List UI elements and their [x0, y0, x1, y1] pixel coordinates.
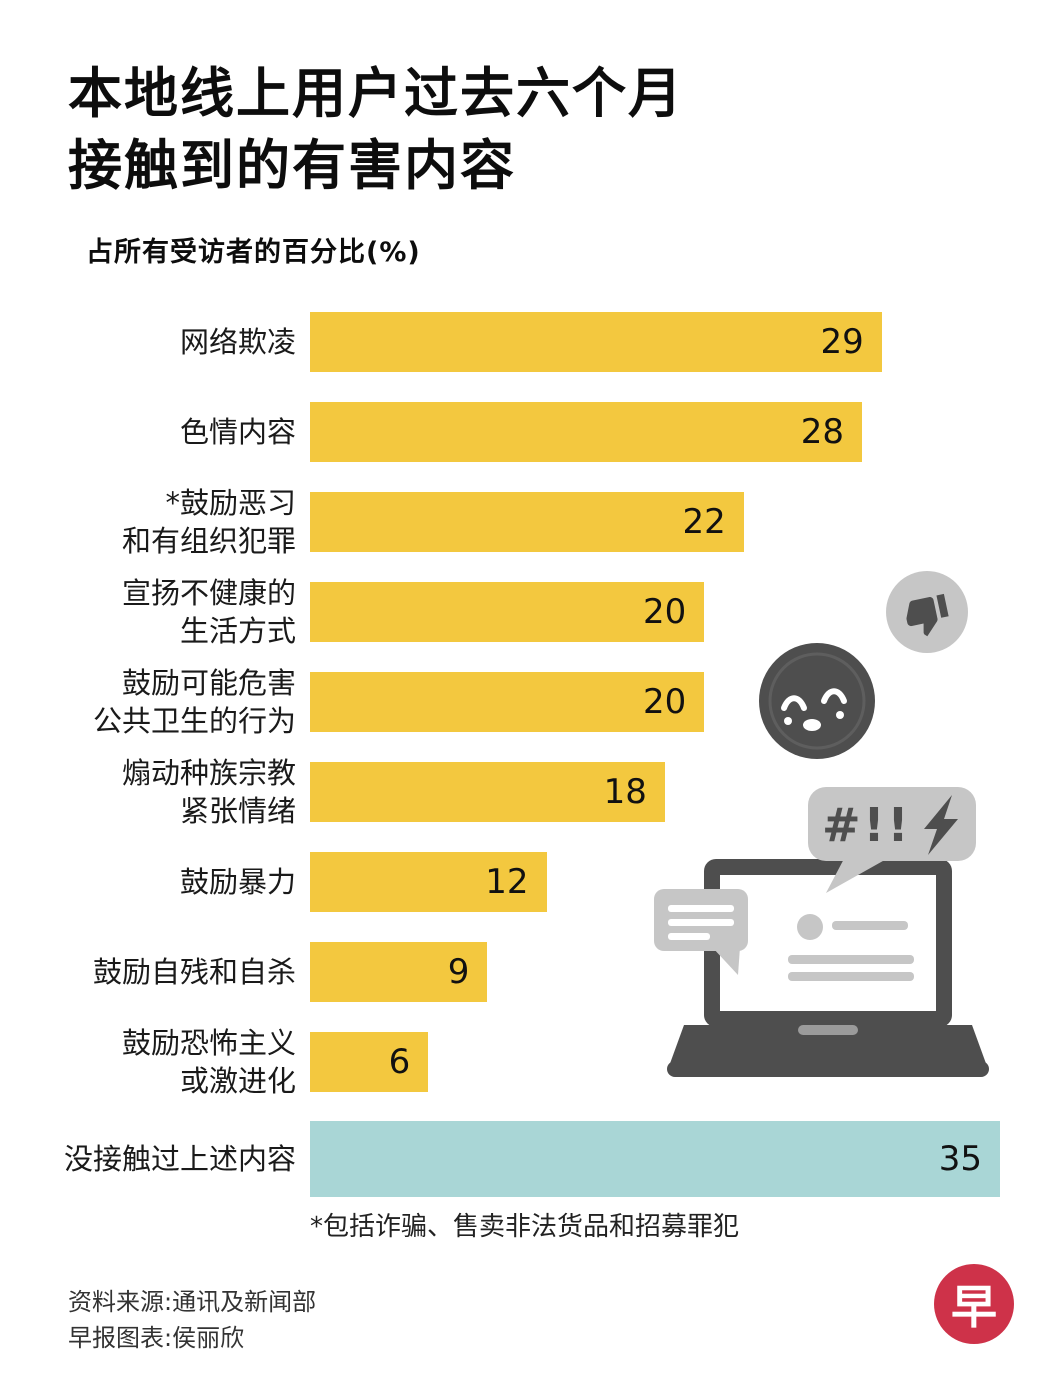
bar: 28 — [310, 402, 862, 462]
bar-row: 鼓励自残和自杀 9 — [42, 927, 1000, 1017]
bar-track: 20 — [310, 582, 1000, 642]
bar-row: 没接触过上述内容 35 — [42, 1107, 1000, 1211]
bar-chart: 网络欺凌 29 色情内容 28 *鼓励恶习 和有组织犯罪 22 宣扬不健康的 生活方式 20 鼓… — [42, 297, 1000, 1211]
bar: 12 — [310, 852, 547, 912]
bar-value: 6 — [388, 1042, 411, 1082]
bar-track: 35 — [310, 1121, 1000, 1197]
bar-row: 鼓励暴力 12 — [42, 837, 1000, 927]
bar: 18 — [310, 762, 665, 822]
bar-track: 28 — [310, 402, 1000, 462]
bar-label: 鼓励暴力 — [179, 864, 296, 899]
bar-label: *鼓励恶习 和有组织犯罪 — [121, 485, 296, 558]
bar: 22 — [310, 492, 744, 552]
bar-value: 22 — [682, 502, 726, 542]
bar-row: 网络欺凌 29 — [42, 297, 1000, 387]
bar-row: 鼓励恐怖主义 或激进化 6 — [42, 1017, 1000, 1107]
bar-label: 鼓励自残和自杀 — [92, 954, 296, 989]
bar: 20 — [310, 672, 705, 732]
logo-glyph: 早 — [951, 1280, 997, 1334]
bar-track: 22 — [310, 492, 1000, 552]
bar-track: 12 — [310, 852, 1000, 912]
footnote: *包括诈骗、售卖非法货品和招募罪犯 — [310, 1212, 740, 1242]
bar-track: 6 — [310, 1032, 1000, 1092]
source-credits: 资料来源:通讯及新闻部 早报图表:侯丽欣 — [68, 1288, 317, 1352]
bar-value: 35 — [938, 1139, 982, 1179]
bar-label: 没接触过上述内容 — [63, 1141, 296, 1176]
bar-label: 宣扬不健康的 生活方式 — [121, 575, 296, 648]
bar-row: *鼓励恶习 和有组织犯罪 22 — [42, 477, 1000, 567]
bar-value: 29 — [820, 322, 864, 362]
bar-label: 网络欺凌 — [179, 324, 296, 359]
bar-row: 色情内容 28 — [42, 387, 1000, 477]
chart-title: 本地线上用户过去六个月 接触到的有害内容 — [68, 62, 684, 197]
bar: 29 — [310, 312, 882, 372]
bar-track: 18 — [310, 762, 1000, 822]
bar-track: 29 — [310, 312, 1000, 372]
bar-value: 20 — [643, 682, 687, 722]
bar-value: 20 — [643, 592, 687, 632]
bar-label: 鼓励恐怖主义 或激进化 — [121, 1025, 296, 1098]
chart-subtitle: 占所有受访者的百分比(%) — [86, 237, 421, 268]
bar-track: 9 — [310, 942, 1000, 1002]
bar-value: 18 — [603, 772, 647, 812]
bar-row: 煽动种族宗教 紧张情绪 18 — [42, 747, 1000, 837]
bar-label: 色情内容 — [179, 414, 296, 449]
bar-row: 鼓励可能危害 公共卫生的行为 20 — [42, 657, 1000, 747]
bar-label: 煽动种族宗教 紧张情绪 — [121, 755, 296, 828]
bar: 35 — [310, 1121, 1000, 1197]
bar-value: 28 — [800, 412, 844, 452]
bar: 20 — [310, 582, 705, 642]
bar-value: 9 — [447, 952, 470, 992]
bar-label: 鼓励可能危害 公共卫生的行为 — [92, 665, 296, 738]
zaobao-logo: 早 — [934, 1264, 1014, 1344]
bar-track: 20 — [310, 672, 1000, 732]
bar-value: 12 — [485, 862, 529, 902]
bar: 6 — [310, 1032, 429, 1092]
bar: 9 — [310, 942, 488, 1002]
bar-row: 宣扬不健康的 生活方式 20 — [42, 567, 1000, 657]
